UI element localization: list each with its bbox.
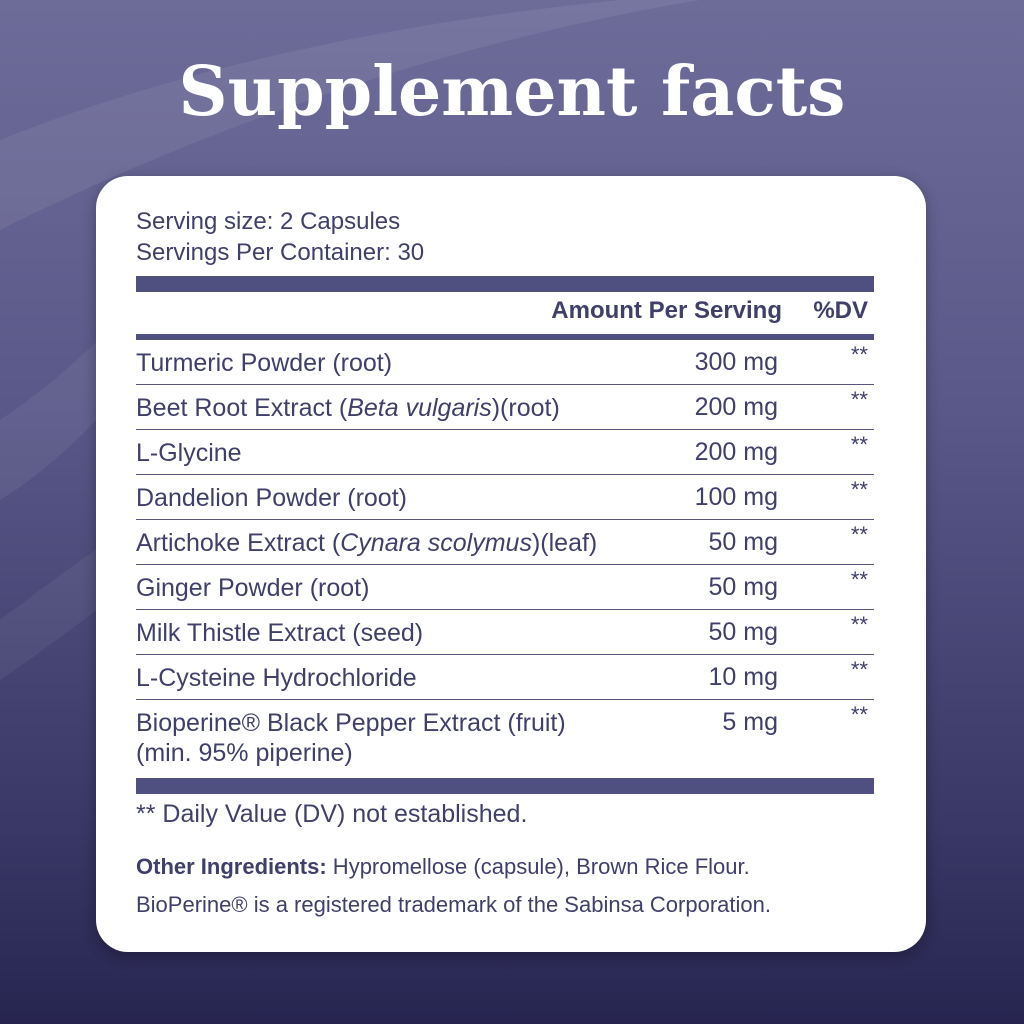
trademark-note: BioPerine® is a registered trademark of …	[136, 892, 771, 917]
divider-bar	[136, 778, 874, 794]
table-row: Bioperine® Black Pepper Extract (fruit)(…	[136, 700, 874, 774]
dv: **	[850, 657, 868, 682]
ingredients-table: Turmeric Powder (root) 300 mg ** Beet Root…	[136, 340, 874, 774]
amount: 100 mg	[694, 483, 778, 511]
supplement-facts-panel: Serving size: 2 Capsules Servings Per Co…	[96, 176, 926, 952]
amount: 50 mg	[708, 618, 778, 646]
amount: 200 mg	[694, 393, 778, 421]
table-header: Amount Per Serving %DV	[136, 292, 874, 334]
ingredient-name-part: )(leaf)	[531, 529, 598, 557]
ingredient-name: L-Glycine	[136, 439, 242, 467]
amount: 300 mg	[694, 348, 778, 376]
ingredient-name: Beet Root Extract (Beta vulgaris)(root)	[136, 393, 560, 423]
other-ingredients-label: Other Ingredients:	[136, 854, 327, 879]
serving-info: Serving size: 2 Capsules Servings Per Co…	[136, 206, 874, 268]
other-ingredients: Other Ingredients: Hypromellose (capsule…	[136, 848, 896, 924]
dv: **	[850, 567, 868, 592]
ingredient-name: Turmeric Powder (root)	[136, 349, 393, 377]
ingredient-name-line2: (min. 95% piperine)	[136, 739, 353, 767]
table-row: Ginger Powder (root) 50 mg **	[136, 565, 874, 610]
divider-bar	[136, 276, 874, 292]
table-row: Beet Root Extract (Beta vulgaris)(root) 2…	[136, 385, 874, 430]
page-title: Supplement facts	[178, 52, 846, 132]
latin-name: Beta vulgaris	[347, 394, 492, 422]
table-row: Turmeric Powder (root) 300 mg **	[136, 340, 874, 385]
dv-header: %DV	[813, 297, 868, 324]
table-row: L-Glycine 200 mg **	[136, 430, 874, 475]
divider-bar	[136, 334, 874, 340]
other-ingredients-text: Hypromellose (capsule), Brown Rice Flour…	[326, 854, 750, 879]
ingredient-name: Dandelion Powder (root)	[136, 484, 407, 512]
ingredient-name: Milk Thistle Extract (seed)	[136, 619, 424, 647]
ingredient-name: Artichoke Extract (Cynara scolymus)(leaf…	[136, 528, 597, 558]
latin-name: Cynara scolymus	[340, 529, 532, 557]
amount: 50 mg	[708, 528, 778, 556]
ingredient-name-line1: Bioperine® Black Pepper Extract (fruit)	[136, 709, 566, 737]
amount: 10 mg	[708, 663, 778, 691]
ingredient-name: L-Cysteine Hydrochloride	[136, 664, 417, 692]
serving-size: Serving size: 2 Capsules	[136, 208, 401, 235]
dv: **	[850, 342, 868, 367]
ingredient-name-part: )(root)	[491, 394, 560, 422]
amount: 5 mg	[722, 708, 778, 736]
table-row: Artichoke Extract (Cynara scolymus)(leaf…	[136, 520, 874, 565]
dv: **	[850, 387, 868, 412]
footnote: ** Daily Value (DV) not established.	[136, 800, 528, 828]
background-swoosh	[0, 540, 110, 680]
ingredient-name: Ginger Powder (root)	[136, 574, 370, 602]
table-row: Milk Thistle Extract (seed) 50 mg **	[136, 610, 874, 655]
dv: **	[850, 477, 868, 502]
ingredient-name-part: Beet Root Extract (	[136, 394, 348, 422]
amount: 200 mg	[694, 438, 778, 466]
dv: **	[850, 702, 868, 727]
ingredient-name-part: Artichoke Extract (	[136, 529, 341, 557]
dv: **	[850, 432, 868, 457]
servings-per-container: Servings Per Container: 30	[136, 239, 425, 266]
amount: 50 mg	[708, 573, 778, 601]
dv: **	[850, 612, 868, 637]
amount-header: Amount Per Serving	[551, 297, 782, 324]
background-swoosh	[0, 0, 700, 230]
table-row: L-Cysteine Hydrochloride 10 mg **	[136, 655, 874, 700]
ingredient-name: Bioperine® Black Pepper Extract (fruit)(…	[136, 708, 566, 768]
dv: **	[850, 522, 868, 547]
table-row: Dandelion Powder (root) 100 mg **	[136, 475, 874, 520]
